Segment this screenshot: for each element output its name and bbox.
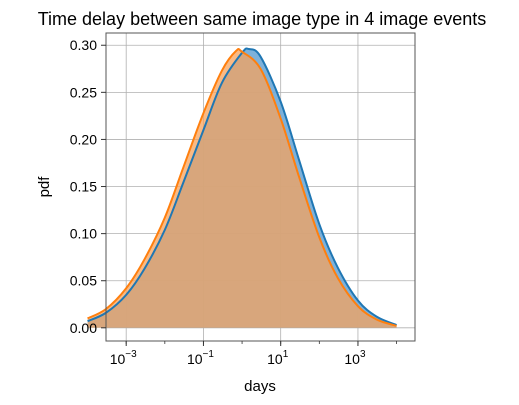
y-axis-ticks: 0.00 0.05 0.10 0.15 0.20 0.25 0.30 [70,37,106,336]
y-axis-label: pdf [36,176,53,198]
y-tick-label: 0.15 [70,179,97,195]
y-tick-label: 0.25 [70,84,97,100]
series-lines [87,47,397,327]
y-tick-label: 0.00 [70,320,97,336]
x-tick-label: 10−3 [110,349,137,367]
series-line-1 [87,47,397,326]
x-tick-label: 10−1 [187,349,214,367]
series-line-2 [87,48,397,327]
x-axis-ticks: 10−3 10−1 101 103 [110,341,397,367]
y-tick-label: 0.20 [70,131,97,147]
y-tick-label: 0.05 [70,273,97,289]
chart-title: Time delay between same image type in 4 … [38,9,487,29]
y-tick-label: 0.10 [70,226,97,242]
series-area-2 [87,49,397,328]
x-tick-label: 103 [344,349,366,367]
x-axis-label: days [244,378,276,395]
series-areas [87,48,397,328]
x-tick-label: 101 [267,349,289,367]
y-tick-label: 0.30 [70,37,97,53]
